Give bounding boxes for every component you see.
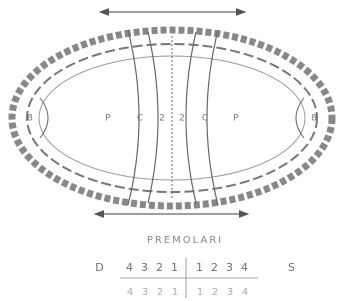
tooth-label: 8 [27,114,33,124]
tooth-number: 2 [211,261,219,274]
tooth-number: 3 [141,261,149,274]
tooth-label: C [137,114,143,124]
side-label: D [95,261,104,274]
band [148,32,158,203]
tooth-label: P [105,114,111,124]
tooth-number: 3 [226,261,234,274]
tooth-number: 4 [242,287,248,298]
tooth-number: 3 [227,287,233,298]
tooth-number: 4 [241,261,249,274]
tooth-label: 2 [159,114,165,124]
tooth-number: 3 [142,287,148,298]
dental-diagram: PREMOLARI D S 8PC22CP84321123443211234 [0,0,346,301]
caption: PREMOLARI [147,235,223,246]
tooth-number: 1 [196,261,204,274]
tooth-label: 8 [311,114,317,124]
side-label: S [288,261,296,274]
molar-line [40,98,48,138]
tooth-number: 1 [197,287,203,298]
tooth-number: 1 [171,261,179,274]
tooth-number: 1 [172,287,178,298]
tooth-number: 2 [212,287,218,298]
arch-drawing [12,12,332,214]
band [207,30,218,205]
tooth-number: 4 [126,261,134,274]
band [186,32,196,203]
tooth-number: 2 [156,261,164,274]
tooth-number: 2 [157,287,163,298]
molar-line [296,98,304,138]
tooth-label: C [202,114,208,124]
tooth-label: P [233,114,239,124]
tooth-label: 2 [179,114,185,124]
tooth-number: 4 [127,287,133,298]
